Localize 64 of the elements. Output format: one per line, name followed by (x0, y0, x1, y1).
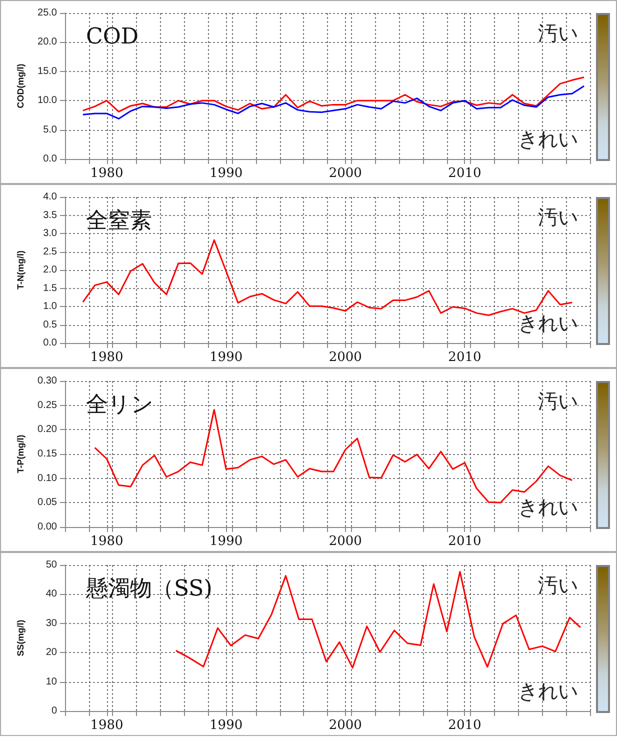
annotation: 汚い (538, 389, 578, 413)
annotation: きれい (518, 495, 578, 519)
annotation: 汚い (538, 205, 578, 229)
x-tick-label: 2000 (328, 534, 362, 549)
y-tick-label: 40 (46, 588, 58, 600)
y-tick-label: 0.30 (38, 376, 58, 386)
x-tick-label: 2010 (448, 718, 482, 733)
y-axis-title: SS(mg/l) (16, 620, 26, 656)
x-tick-label: 1980 (90, 534, 124, 549)
y-tick-label: 0.10 (38, 472, 58, 484)
x-tick-label: 1990 (210, 350, 243, 365)
y-tick-label: 0 (51, 706, 58, 716)
annotation: 汚い (538, 573, 578, 597)
y-tick-label: 5.0 (43, 124, 58, 136)
x-tick-label: 1990 (210, 534, 243, 549)
y-tick-label: 10.0 (38, 95, 58, 106)
y-tick-label: 15.0 (38, 66, 58, 77)
y-tick-label: 0.0 (43, 154, 58, 164)
y-tick-label: 1.0 (43, 301, 58, 312)
x-tick-label: 2000 (328, 350, 362, 365)
y-tick-label: 50 (46, 560, 58, 570)
y-axis-title: T-N(mg/l) (16, 250, 26, 290)
x-tick-label: 1990 (210, 718, 243, 733)
y-tick-label: 3.5 (43, 210, 58, 221)
x-tick-label: 2000 (328, 166, 362, 181)
x-tick-label: 1980 (90, 718, 124, 733)
text: 全窒素 (86, 208, 152, 234)
y-tick-label: 25.0 (38, 8, 58, 18)
y-tick-label: 0.05 (38, 497, 58, 508)
y-axis-title: T-P(mg/l) (16, 434, 26, 474)
y-tick-label: 1.5 (43, 282, 58, 294)
annotation: きれい (518, 679, 578, 703)
y-tick-label: 0.0 (43, 338, 58, 348)
y-tick-label: 0.00 (38, 522, 58, 532)
y-tick-label: 2.0 (43, 264, 58, 276)
x-tick-label: 2010 (448, 350, 482, 365)
annotation: 汚い (538, 21, 578, 45)
y-tick-label: 0.20 (38, 424, 58, 436)
y-tick-label: 3.0 (43, 228, 58, 239)
y-tick-label: 2.5 (43, 246, 58, 258)
y-tick-label: 30 (46, 618, 58, 629)
line-series (175, 570, 582, 669)
x-tick-label: 2010 (448, 166, 482, 181)
x-tick-label: 1980 (90, 166, 124, 181)
line-series (82, 85, 585, 120)
line-series (82, 76, 585, 112)
x-tick-label: 1980 (90, 350, 124, 365)
y-tick-label: 0.15 (38, 448, 58, 460)
text: 懸濁物（SS) (85, 576, 212, 602)
x-tick-label: 2010 (448, 534, 482, 549)
y-tick-label: 4.0 (43, 192, 58, 202)
y-tick-label: 20.0 (38, 36, 58, 48)
y-axis-title: COD(mg/l) (16, 64, 26, 108)
annotation: きれい (518, 311, 578, 335)
y-tick-label: 20 (46, 647, 58, 658)
y-tick-label: 10 (46, 676, 58, 688)
x-tick-label: 2000 (328, 718, 362, 733)
line-series (82, 239, 573, 316)
y-tick-label: 0.25 (38, 400, 58, 411)
text: COD (86, 24, 139, 50)
x-tick-label: 1990 (210, 166, 243, 181)
y-tick-label: 0.5 (43, 319, 58, 330)
text: 全リン (86, 392, 154, 418)
annotation: きれい (518, 127, 578, 151)
